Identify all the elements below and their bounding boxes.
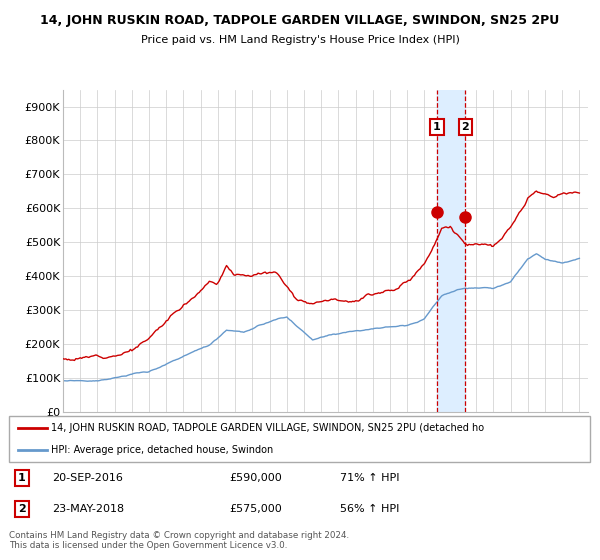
Text: 1: 1 <box>433 122 441 132</box>
Text: 20-SEP-2016: 20-SEP-2016 <box>53 473 124 483</box>
Text: £575,000: £575,000 <box>230 504 283 514</box>
Text: 56% ↑ HPI: 56% ↑ HPI <box>340 504 400 514</box>
Text: 71% ↑ HPI: 71% ↑ HPI <box>340 473 400 483</box>
Text: 14, JOHN RUSKIN ROAD, TADPOLE GARDEN VILLAGE, SWINDON, SN25 2PU: 14, JOHN RUSKIN ROAD, TADPOLE GARDEN VIL… <box>40 14 560 27</box>
Text: 2: 2 <box>461 122 469 132</box>
FancyBboxPatch shape <box>9 416 590 462</box>
Text: HPI: Average price, detached house, Swindon: HPI: Average price, detached house, Swin… <box>51 445 273 455</box>
Bar <box>437 90 466 412</box>
Text: 1: 1 <box>18 473 26 483</box>
Text: Price paid vs. HM Land Registry's House Price Index (HPI): Price paid vs. HM Land Registry's House … <box>140 35 460 45</box>
Text: 2: 2 <box>18 504 26 514</box>
Text: 14, JOHN RUSKIN ROAD, TADPOLE GARDEN VILLAGE, SWINDON, SN25 2PU (detached ho: 14, JOHN RUSKIN ROAD, TADPOLE GARDEN VIL… <box>51 423 484 433</box>
Text: Contains HM Land Registry data © Crown copyright and database right 2024.
This d: Contains HM Land Registry data © Crown c… <box>9 531 349 550</box>
Text: 23-MAY-2018: 23-MAY-2018 <box>53 504 125 514</box>
Text: £590,000: £590,000 <box>230 473 283 483</box>
